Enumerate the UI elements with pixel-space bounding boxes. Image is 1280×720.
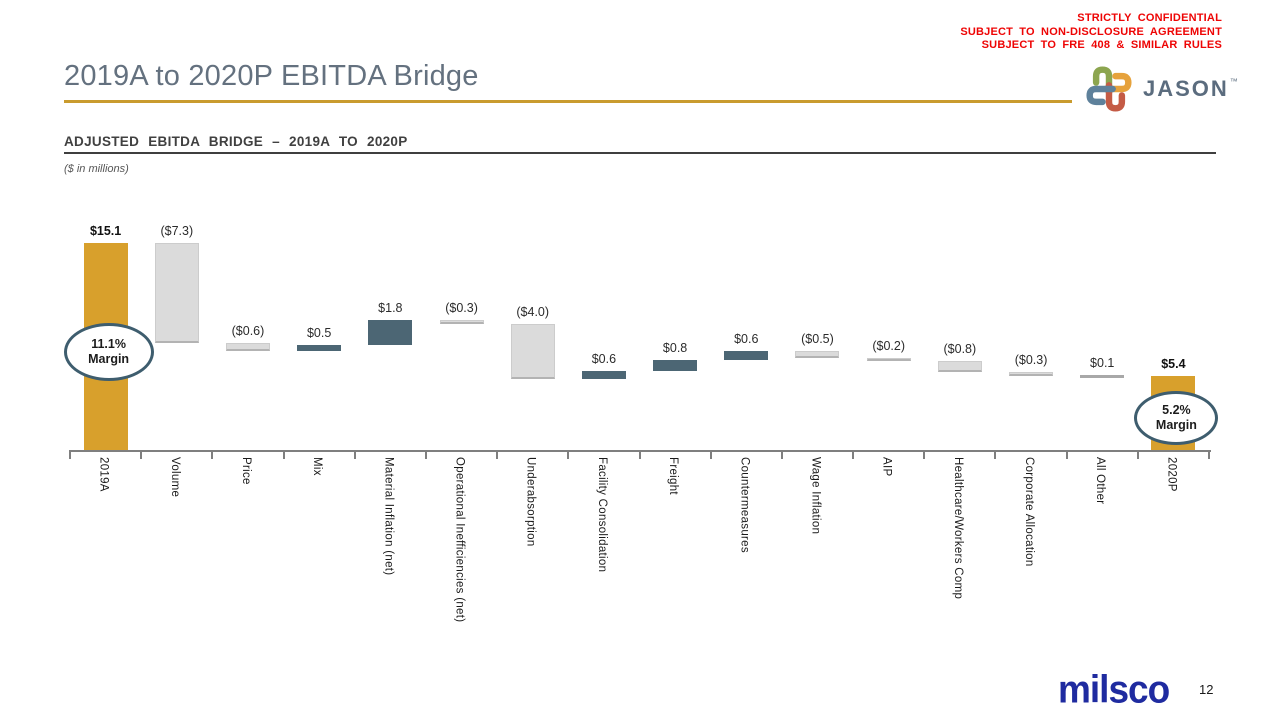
bar-value-label: $0.1 [1090, 355, 1115, 370]
axis-category-label: Underabsorption [524, 457, 537, 547]
bar-value-label: ($4.0) [516, 304, 550, 319]
jason-logo-text: JASON [1143, 76, 1229, 101]
axis-category-label: Countermeasures [738, 457, 751, 553]
axis-category-label: Volume [168, 457, 181, 498]
bar-value-label: $0.6 [591, 351, 617, 366]
margin-annotation-line: Margin [88, 351, 130, 366]
axis-category-label: Healthcare/Workers Comp [951, 457, 964, 600]
bar-underabsorption [510, 323, 555, 379]
axis-category-label: 2020P [1165, 457, 1178, 492]
bar-material-inflation-net [368, 319, 413, 345]
bar-aip [866, 358, 911, 362]
axis-category-label: All Other [1094, 457, 1107, 505]
margin-annotation-line: 11.1% [91, 336, 126, 351]
margin-annotation-2020p: 5.2% Margin [1134, 391, 1219, 445]
jason-trademark: ™ [1229, 76, 1238, 86]
x-axis-tick [140, 450, 143, 459]
jason-knot-icon [1086, 66, 1132, 112]
confidential-line-3: SUBJECT TO FRE 408 & SIMILAR RULES [981, 39, 1222, 51]
title-underline [64, 100, 1072, 103]
bar-value-label: ($7.3) [160, 224, 194, 239]
bar-corporate-allocation [1009, 371, 1054, 377]
bar-value-label: $5.4 [1161, 357, 1186, 372]
bar-freight [653, 359, 698, 371]
x-axis-line [70, 450, 1211, 452]
margin-annotation-line: 5.2% [1162, 403, 1191, 417]
bar-value-label: ($0.6) [231, 324, 265, 339]
axis-category-label: Facility Consolidation [595, 457, 608, 573]
x-axis-tick [496, 450, 499, 459]
confidential-line-1: STRICTLY CONFIDENTIAL [1077, 12, 1222, 24]
x-axis-tick [1065, 450, 1068, 459]
bar-value-label: ($0.3) [1014, 352, 1048, 367]
margin-annotation-2019a: 11.1% Margin [63, 322, 154, 381]
page-number: 12 [1199, 682, 1214, 697]
bar-volume [154, 243, 199, 344]
bar-value-label: $0.5 [306, 325, 332, 340]
axis-category-label: Mix [311, 457, 324, 476]
axis-category-label: Material Inflation (net) [382, 457, 395, 576]
axis-category-label: Freight [667, 457, 680, 495]
bar-price [225, 343, 270, 352]
bar-value-label: ($0.3) [445, 300, 478, 315]
x-axis-tick [780, 450, 783, 459]
x-axis-tick [353, 450, 356, 459]
x-axis-tick [69, 450, 71, 459]
axis-category-label: Operational Inefficiencies (net) [453, 457, 466, 623]
confidential-line-2: SUBJECT TO NON-DISCLOSURE AGREEMENT [960, 25, 1222, 38]
axis-category-label: Wage Inflation [809, 457, 822, 535]
bar-value-label: ($0.2) [872, 339, 905, 354]
section-heading: ADJUSTED EBITDA BRIDGE – 2019A TO 2020P [64, 134, 408, 149]
jason-logo: JASON ™ [1085, 66, 1238, 112]
x-axis-tick [424, 450, 427, 459]
axis-category-label: Price [239, 457, 252, 485]
bar-countermeasures [724, 351, 769, 360]
bar-value-label: $0.6 [734, 332, 759, 347]
x-axis-tick [282, 450, 285, 459]
page-title: 2019A to 2020P EBITDA Bridge [64, 60, 479, 92]
bar-value-label: $1.8 [378, 300, 403, 315]
axis-category-label: 2019A [97, 457, 110, 492]
x-axis-tick [567, 450, 570, 459]
section-underline [64, 152, 1216, 154]
x-axis-tick [852, 450, 855, 459]
x-axis-tick [638, 450, 641, 459]
x-axis-tick [923, 450, 926, 459]
bar-operational-inefficiencies-net [439, 319, 484, 324]
bar-mix [297, 344, 342, 352]
x-axis-tick [709, 450, 712, 459]
margin-annotation-line: Margin [1155, 418, 1197, 432]
bar-all-other [1080, 374, 1125, 378]
bar-value-label: $15.1 [89, 224, 122, 239]
x-axis-tick [994, 450, 997, 459]
bar-value-label: ($0.5) [801, 332, 834, 347]
units-note: ($ in millions) [64, 163, 129, 175]
bar-value-label: $0.8 [662, 340, 688, 355]
bar-healthcare-workers-comp [937, 360, 982, 372]
x-axis-tick [211, 450, 214, 459]
x-axis-tick [1208, 450, 1210, 459]
axis-category-label: Corporate Allocation [1023, 457, 1036, 567]
milsco-logo: milsco [1058, 668, 1170, 711]
bar-facility-consolidation [581, 370, 626, 379]
x-axis-tick [1136, 450, 1139, 459]
confidential-notice: STRICTLY CONFIDENTIAL SUBJECT TO NON-DIS… [960, 12, 1222, 53]
bar-wage-inflation [795, 351, 840, 359]
bar-value-label: ($0.8) [943, 341, 977, 356]
axis-category-label: AIP [880, 457, 893, 477]
